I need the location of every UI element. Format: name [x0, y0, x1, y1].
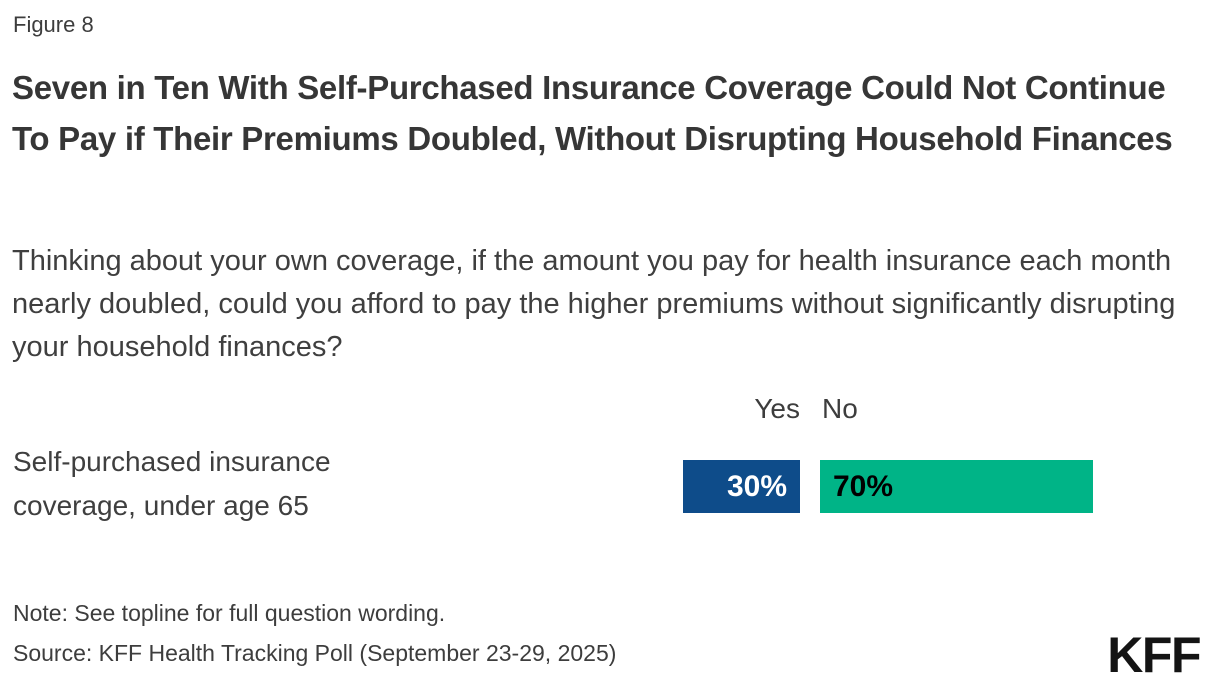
yes-column: Yes 30%	[683, 394, 800, 513]
category-label: Self-purchased insurance coverage, under…	[13, 446, 331, 521]
bar-yes-value: 30%	[726, 469, 787, 503]
figure-label: Figure 8	[13, 12, 94, 37]
bar-no: 70%	[820, 460, 1093, 513]
no-column: No 70%	[820, 394, 1093, 513]
legend-no-label: No	[822, 393, 858, 424]
kff-logo: KFF	[1107, 627, 1201, 683]
chart-title: Seven in Ten With Self-Purchased Insuran…	[12, 69, 1173, 157]
note-text: Note: See topline for full question word…	[13, 600, 446, 626]
source-text: Source: KFF Health Tracking Poll (Septem…	[13, 640, 617, 666]
bar-chart: Yes 30% No 70%	[683, 394, 1093, 513]
legend-yes-label: Yes	[754, 393, 800, 424]
bar-no-value: 70%	[833, 469, 894, 503]
bar-yes: 30%	[683, 460, 800, 513]
chart-subtitle: Thinking about your own coverage, if the…	[12, 245, 1176, 363]
